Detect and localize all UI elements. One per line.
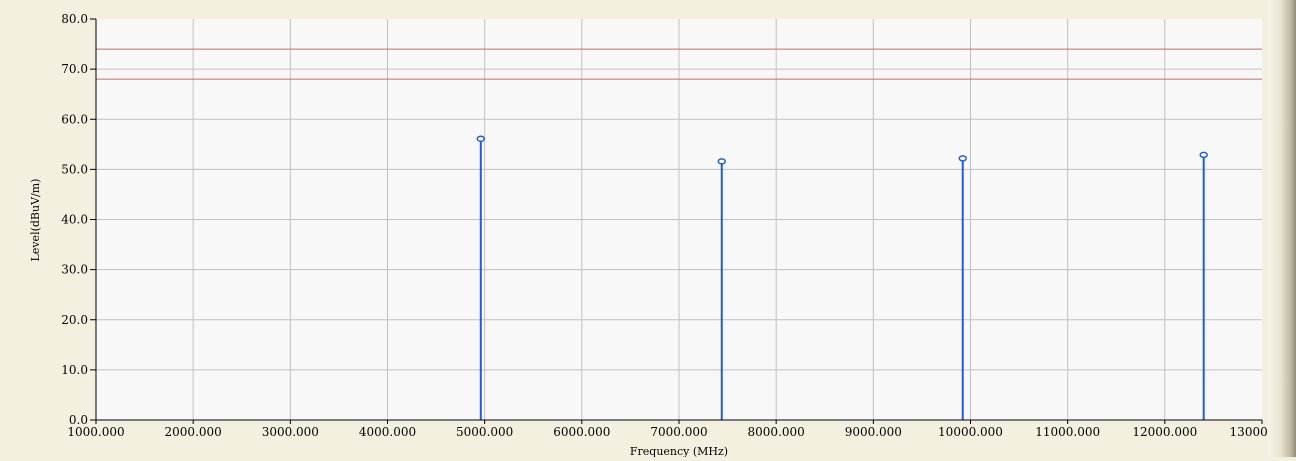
x-axis-label: Frequency (MHz) [630,445,728,457]
y-tick-label: 50.0 [61,162,88,176]
x-tick-label: 8000.000 [748,425,805,439]
data-point-marker [717,158,727,165]
y-tick-label: 80.0 [61,12,88,26]
data-series [476,135,1208,420]
x-tick-label: 10000.000 [938,425,1003,439]
x-tick-label: 2000.000 [165,425,222,439]
x-tick-label: 6000.000 [553,425,610,439]
limit-lines [96,48,1262,80]
y-tick-label: 10.0 [61,363,88,377]
y-tick-labels: 0.0 10.0 20.0 30.0 40.0 50.0 60.0 70.0 80.0 [61,12,96,427]
y-tick-label: 60.0 [61,112,88,126]
x-tick-labels: 1000.000 2000.000 3000.000 4000.000 5000.000… [67,420,1294,439]
y-tick-label: 40.0 [61,213,88,227]
x-tick-label: 9000.000 [845,425,902,439]
y-tick-label: 0.0 [69,413,88,427]
x-tick-label: 4000.000 [359,425,416,439]
y-axis-label: Level(dBuV/m) [29,179,42,262]
window-frame-edge [1268,0,1296,457]
grid-layer [96,19,1262,420]
x-tick-label: 11000.000 [1035,425,1100,439]
x-tick-label: 12000.000 [1132,425,1197,439]
data-point-marker [958,155,967,162]
data-point-marker [1199,151,1208,159]
x-tick-label: 5000.000 [456,425,513,439]
x-tick-label: 3000.000 [262,425,319,439]
data-point-marker [476,135,486,143]
y-tick-label: 20.0 [61,313,88,327]
y-tick-label: 70.0 [61,62,88,76]
x-tick-label: 7000.000 [650,425,707,439]
x-tick-label: 1000.000 [67,425,124,439]
y-tick-label: 30.0 [61,263,88,277]
